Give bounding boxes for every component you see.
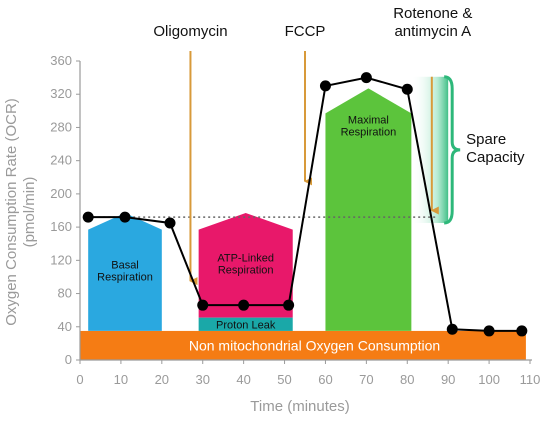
region-shape — [325, 88, 412, 331]
ocr-data-point — [401, 83, 413, 95]
x-tick-label: 60 — [318, 372, 332, 387]
injections-layer: Oligomycin FCCP Rotenone &antimycin A — [153, 5, 472, 286]
regions-layer: Non mitochondrial Oxygen Consumption Basa… — [80, 88, 526, 360]
x-tick-label: 50 — [277, 372, 291, 387]
ocr-data-point — [483, 325, 495, 337]
injection-label: antimycin A — [394, 23, 471, 40]
x-axis-title: Time (minutes) — [250, 398, 349, 415]
ocr-data-point — [238, 299, 250, 311]
x-tick-label: 70 — [359, 372, 373, 387]
region-label: Maximal — [348, 114, 389, 126]
ocr-data-point — [164, 217, 176, 229]
axes-layer: 0 40 80 120 160 200 240 280 320 360 0 10 20 30 40 50 60 7… — [50, 53, 540, 387]
y-axis-title-line-1: Oxygen Consumption Rate (OCR) — [3, 98, 20, 326]
y-tick-label: 320 — [50, 86, 72, 101]
injection-label: Oligomycin — [153, 23, 227, 40]
x-tick-label: 20 — [155, 372, 169, 387]
y-tick-label: 40 — [58, 319, 72, 334]
y-tick-label: 0 — [65, 352, 72, 367]
ocr-data-point — [119, 211, 131, 223]
x-tick-label: 10 — [114, 372, 128, 387]
region-label: Proton Leak — [216, 319, 276, 331]
ocr-data-point — [516, 325, 528, 337]
y-tick-label: 120 — [50, 252, 72, 267]
injection-label: FCCP — [285, 23, 326, 40]
x-tick-label: 80 — [400, 372, 414, 387]
region-label: ATP-Linked — [217, 253, 274, 265]
injection-label: Rotenone & — [393, 5, 472, 22]
ocr-data-point — [197, 299, 209, 311]
region-label: Basal — [111, 259, 139, 271]
x-tick-label: 110 — [520, 372, 541, 387]
x-tick-label: 90 — [441, 372, 455, 387]
x-tick-label: 0 — [76, 372, 83, 387]
ocr-data-point — [283, 299, 295, 311]
ocr-data-point — [446, 323, 458, 335]
spare-capacity-label: Spare — [466, 131, 506, 148]
y-axis-title-line-2: (pmol/min) — [21, 177, 38, 248]
ocr-series-line — [88, 76, 522, 332]
spare-capacity-label: Capacity — [466, 149, 525, 166]
region-label: Respiration — [218, 265, 274, 277]
y-tick-label: 200 — [50, 186, 72, 201]
region-shape — [198, 317, 293, 331]
x-tick-label: 100 — [478, 372, 500, 387]
region-label: Respiration — [97, 271, 153, 283]
ocr-data-point — [82, 211, 94, 223]
y-tick-label: 160 — [50, 219, 72, 234]
non-mito-label: Non mitochondrial Oxygen Consumption — [189, 337, 440, 353]
region-shape — [80, 330, 526, 360]
region-shape — [88, 212, 162, 331]
region-shape — [198, 212, 293, 318]
y-tick-label: 240 — [50, 153, 72, 168]
region-label: Respiration — [341, 126, 397, 138]
x-tick-label: 30 — [195, 372, 209, 387]
spare-capacity-fill — [411, 76, 449, 223]
ocr-data-point — [360, 72, 372, 84]
y-tick-label: 280 — [50, 119, 72, 134]
y-tick-label: 80 — [58, 286, 72, 301]
y-tick-label: 360 — [50, 53, 72, 68]
x-tick-label: 40 — [236, 372, 250, 387]
ocr-data-point — [319, 80, 331, 92]
series-layer — [82, 72, 528, 337]
